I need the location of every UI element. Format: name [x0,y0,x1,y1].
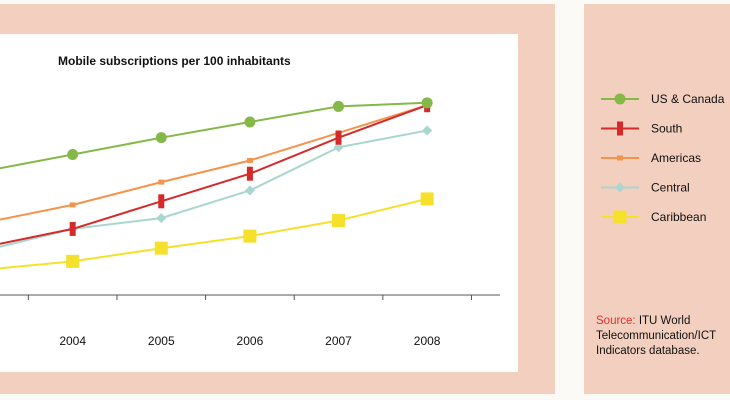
series-americas [0,102,431,221]
series-line-central [0,129,428,248]
series-line-south [0,104,428,245]
data-point-south-2005 [158,194,165,209]
line-chart: Mobile subscriptions per 100 inhabitants… [0,54,500,348]
legend-marker-americas [617,155,623,161]
legend-item-caribbean: Caribbean [601,210,706,224]
legend-panel: US & Canada South Americas Central Caribbean… [584,4,730,394]
legend-label-us-canada: US & Canada [651,92,725,106]
legend-item-us-canada: US & Canada [601,92,725,106]
data-point-central-2006 [244,185,255,196]
legend-label-caribbean: Caribbean [651,210,706,224]
legend-marker-central [615,182,625,193]
legend-item-americas: Americas [601,151,701,165]
legend-marker-us-canada [614,93,626,105]
data-point-central-2005 [156,213,167,224]
source-line-1: ITU World [635,315,691,327]
x-tick-label-2006: 2006 [237,334,264,348]
data-point-americas-2005 [158,179,165,185]
data-point-central-2008 [422,125,433,136]
legend-item-central: Central [601,181,690,195]
data-point-us-canada-2008 [421,97,433,109]
chart-panel: Mobile subscriptions per 100 inhabitants… [0,4,555,394]
source-note: Source: ITU World Telecommunication/ICT … [596,314,730,359]
data-point-us-canada-2007 [333,100,345,112]
data-point-south-2004 [69,221,76,236]
chart-title: Mobile subscriptions per 100 inhabitants [58,54,291,68]
series-central [0,125,433,248]
data-point-americas-2004 [69,202,76,208]
legend-label-americas: Americas [651,151,701,165]
legend-label-south: South [651,122,682,136]
data-point-americas-2006 [246,157,253,163]
data-point-us-canada-2005 [155,132,167,144]
source-label: Source: [596,315,636,327]
legend-label-central: Central [651,181,690,195]
legend-marker-south [617,121,623,136]
plot-area: Mobile subscriptions per 100 inhabitants… [0,34,518,372]
series-line-caribbean [0,197,428,270]
series-us-canada [0,97,433,170]
source-line-3: Indicators database. [596,345,700,357]
series-line-us-canada [0,101,428,170]
legend: US & Canada South Americas Central Caribbean [601,92,725,224]
data-point-caribbean-2005 [154,241,168,255]
data-point-caribbean-2007 [332,214,346,228]
series-line-americas [0,104,428,221]
data-point-us-canada-2006 [244,116,256,128]
data-point-south-2006 [246,166,253,181]
series-south [0,98,431,245]
data-point-caribbean-2006 [243,229,257,243]
legend-marker-caribbean [613,210,627,224]
x-tick-label-2005: 2005 [148,334,175,348]
data-point-caribbean-2004 [66,254,80,268]
x-tick-label-2007: 2007 [325,334,352,348]
x-tick-label-2004: 2004 [59,334,86,348]
series-caribbean [0,192,434,270]
data-point-caribbean-2008 [420,192,434,206]
data-point-us-canada-2004 [67,148,79,160]
data-point-south-2007 [335,130,342,145]
x-tick-label-2008: 2008 [414,334,441,348]
data-point-central-2007 [333,142,344,153]
legend-item-south: South [601,121,682,136]
source-line-2: Telecommunication/ICT [596,330,717,342]
